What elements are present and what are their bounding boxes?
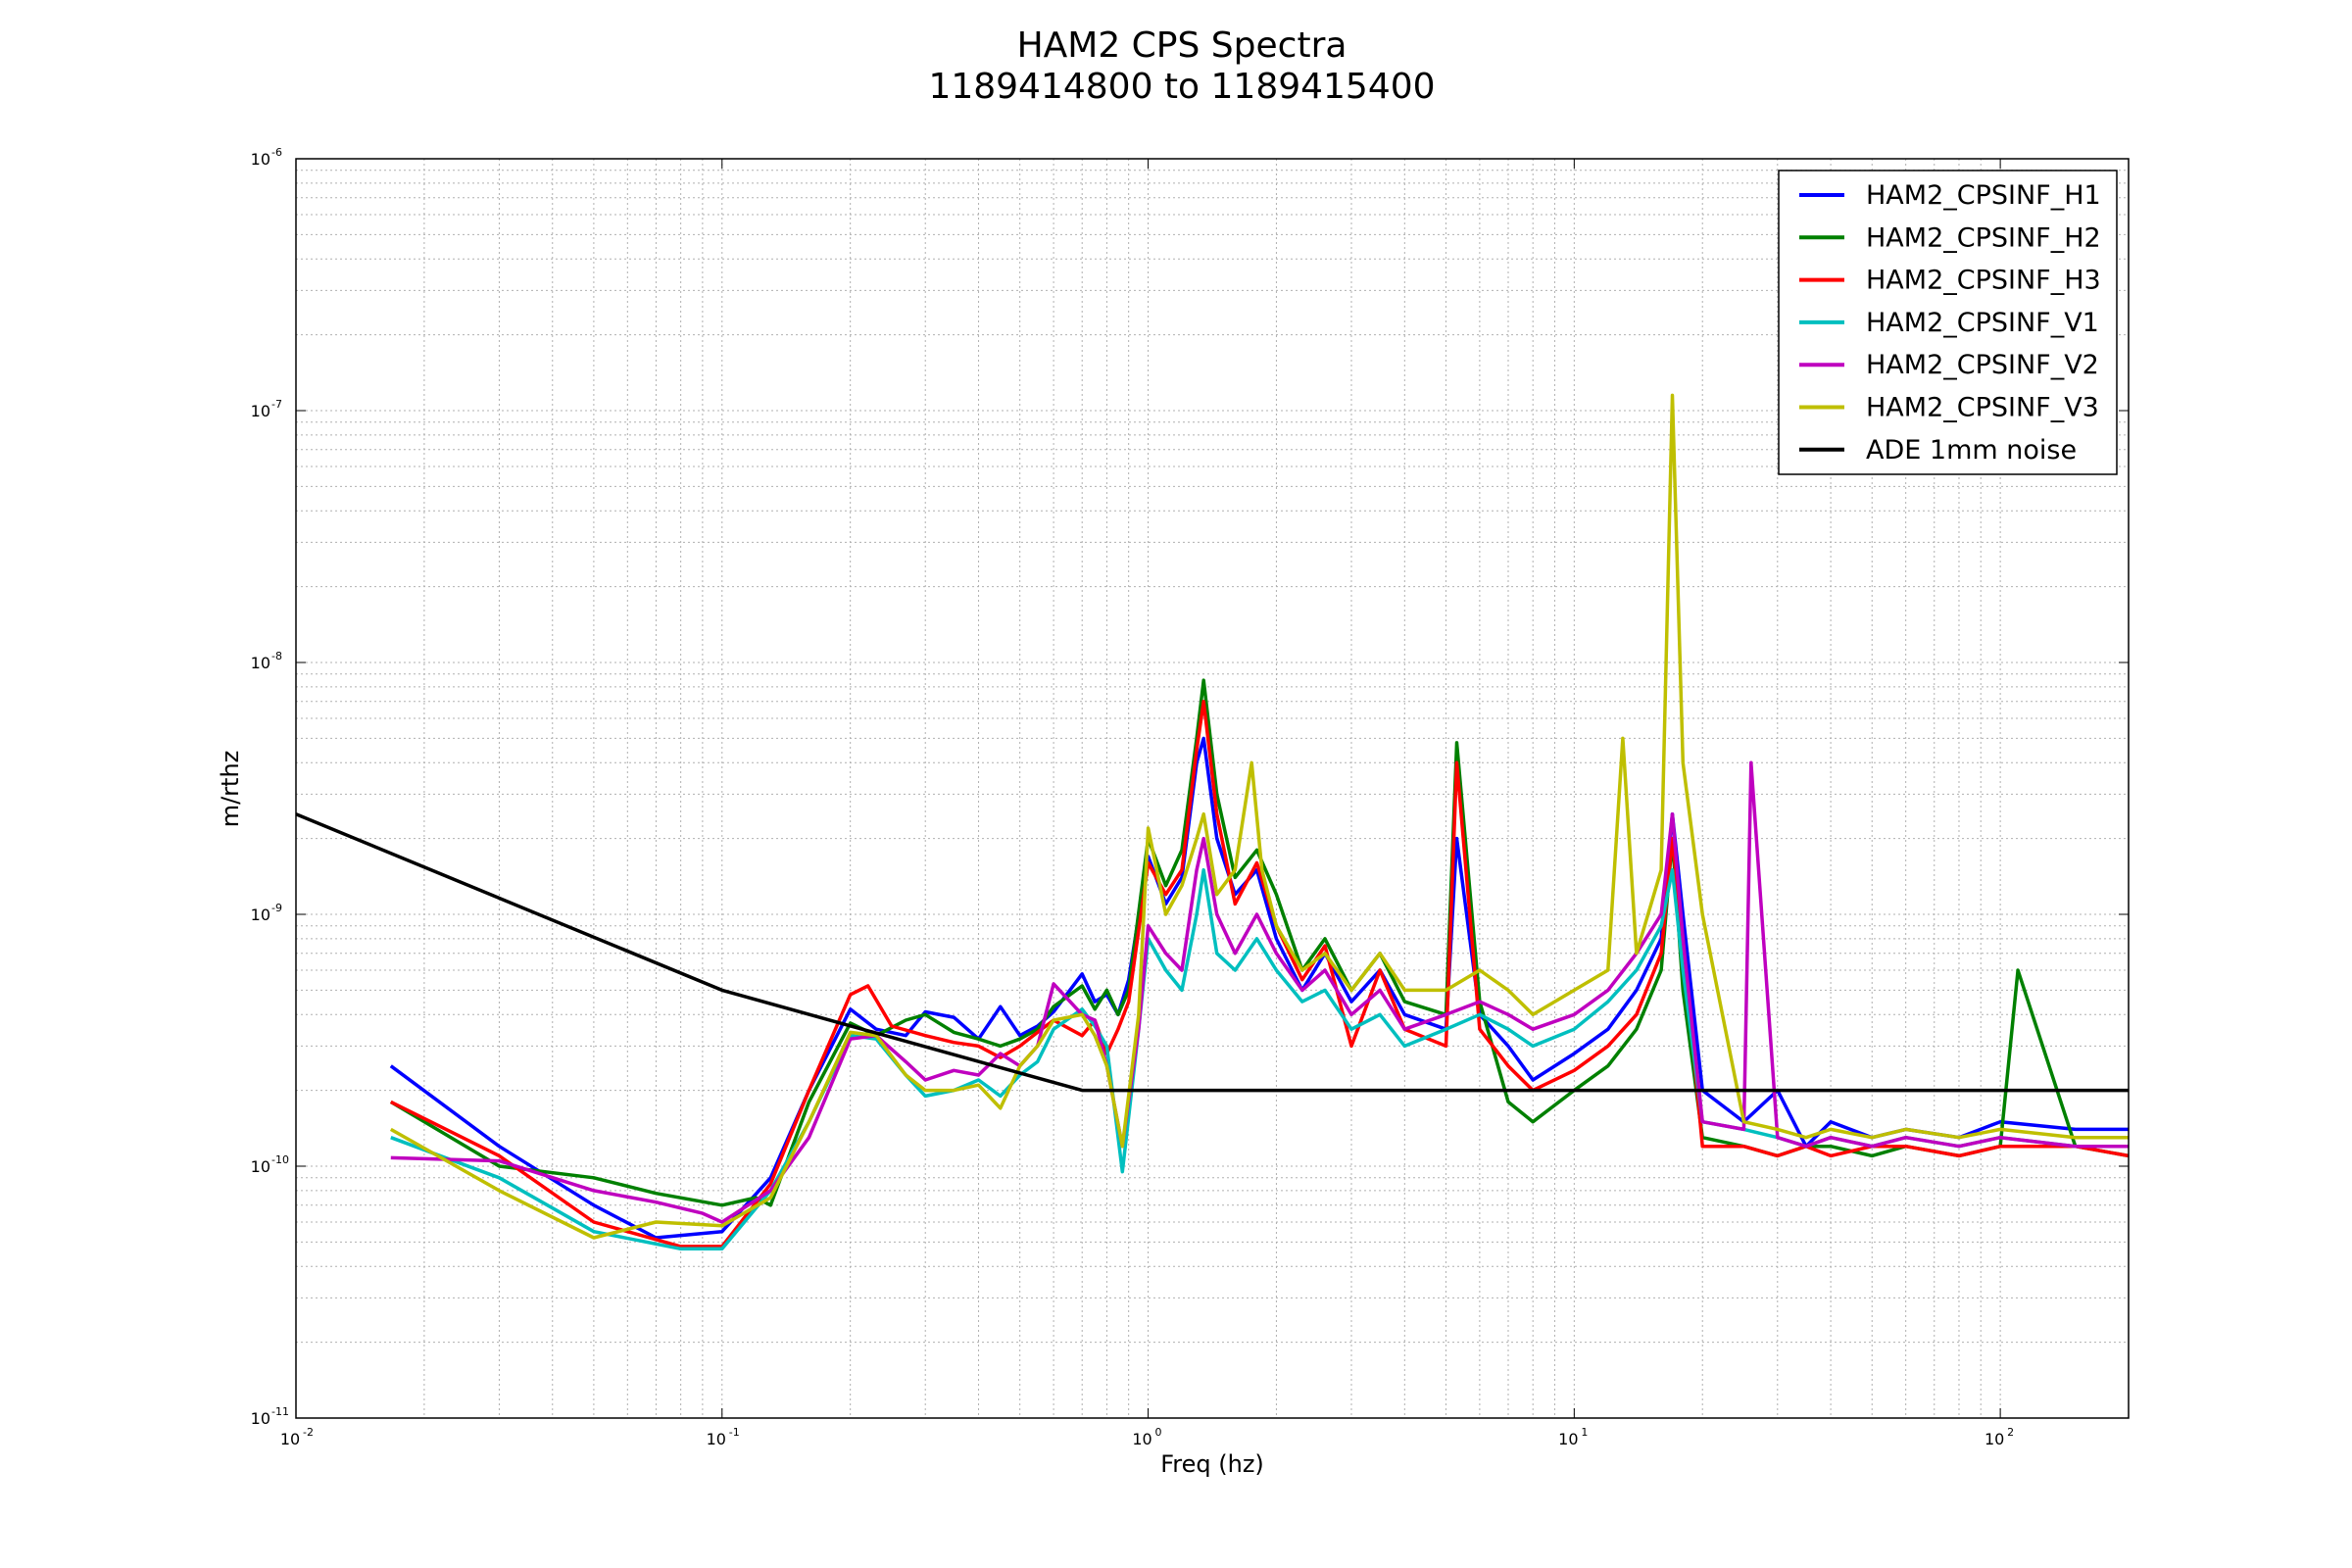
x-tick-base: 10 — [1558, 1430, 1578, 1448]
x-tick-exponent: 1 — [1581, 1426, 1588, 1439]
legend-label: HAM2_CPSINF_H1 — [1866, 180, 2101, 211]
legend-label: HAM2_CPSINF_V3 — [1866, 393, 2099, 423]
legend-label: HAM2_CPSINF_V1 — [1866, 308, 2099, 338]
x-tick-base: 10 — [707, 1430, 726, 1448]
legend-item: HAM2_CPSINF_V2 — [1799, 350, 2099, 380]
x-tick-label: 10 -1 — [707, 1426, 740, 1448]
series-line-6 — [389, 393, 2129, 1240]
y-tick-exponent: -8 — [271, 650, 282, 662]
x-tick-exponent: 2 — [2007, 1426, 2014, 1439]
y-tick-base: 10 — [251, 150, 270, 169]
y-tick-base: 10 — [251, 402, 270, 420]
x-tick-label: 10 2 — [1984, 1426, 2014, 1448]
plot-frame — [295, 158, 2130, 1419]
y-tick-exponent: -7 — [271, 398, 282, 411]
legend-label: HAM2_CPSINF_H3 — [1866, 266, 2101, 296]
x-tick-exponent: -1 — [729, 1426, 740, 1439]
series-line-7 — [296, 812, 2129, 1093]
y-tick-label: 10 -11 — [251, 1405, 289, 1428]
y-tick-base: 10 — [251, 906, 270, 924]
legend-label: HAM2_CPSINF_V2 — [1866, 350, 2099, 380]
y-tick-base: 10 — [251, 654, 270, 672]
x-tick-label: 10 0 — [1132, 1426, 1161, 1448]
x-axis-ticks: 10 -2 10 -1 10 0 10 1 10 2 — [280, 159, 2014, 1448]
series-line-5 — [390, 760, 2129, 1224]
x-tick-label: 10 1 — [1558, 1426, 1588, 1448]
legend-item: HAM2_CPSINF_V3 — [1799, 393, 2099, 423]
x-axis-label: Freq (hz) — [1160, 1450, 1264, 1478]
chart-subtitle: 1189414800 to 1189415400 — [928, 67, 1435, 107]
x-tick-base: 10 — [1132, 1430, 1152, 1448]
legend-item: HAM2_CPSINF_H2 — [1799, 222, 2101, 253]
legend-item: HAM2_CPSINF_H1 — [1799, 180, 2101, 211]
grid — [295, 159, 2130, 1419]
y-tick-base: 10 — [251, 1157, 270, 1176]
y-tick-exponent: -9 — [271, 902, 282, 914]
y-tick-label: 10 -8 — [251, 650, 282, 672]
legend: HAM2_CPSINF_H1 HAM2_CPSINF_H2 HAM2_CPSINF_… — [1778, 170, 2118, 475]
series-line-3 — [390, 700, 2129, 1249]
legend-label: HAM2_CPSINF_H2 — [1866, 222, 2101, 253]
y-tick-exponent: -11 — [271, 1405, 289, 1418]
y-tick-label: 10 -10 — [251, 1153, 289, 1176]
x-tick-base: 10 — [1984, 1430, 2004, 1448]
x-tick-base: 10 — [280, 1430, 300, 1448]
legend-item: ADE 1mm noise — [1799, 435, 2077, 466]
series-group — [296, 393, 2129, 1251]
x-tick-exponent: 0 — [1155, 1426, 1162, 1439]
legend-label: ADE 1mm noise — [1866, 435, 2077, 466]
y-tick-label: 10 -6 — [251, 146, 282, 169]
y-tick-label: 10 -9 — [251, 902, 282, 924]
y-tick-exponent: -6 — [271, 146, 282, 159]
chart-title: HAM2 CPS Spectra — [1017, 25, 1348, 66]
legend-item: HAM2_CPSINF_V1 — [1799, 308, 2099, 338]
y-tick-base: 10 — [251, 1409, 270, 1428]
legend-item: HAM2_CPSINF_H3 — [1799, 266, 2101, 296]
x-tick-exponent: -2 — [303, 1426, 314, 1439]
x-tick-label: 10 -2 — [280, 1426, 314, 1448]
y-axis-label: m/rthz — [217, 751, 244, 828]
y-tick-label: 10 -7 — [251, 398, 282, 420]
y-tick-exponent: -10 — [271, 1153, 289, 1166]
